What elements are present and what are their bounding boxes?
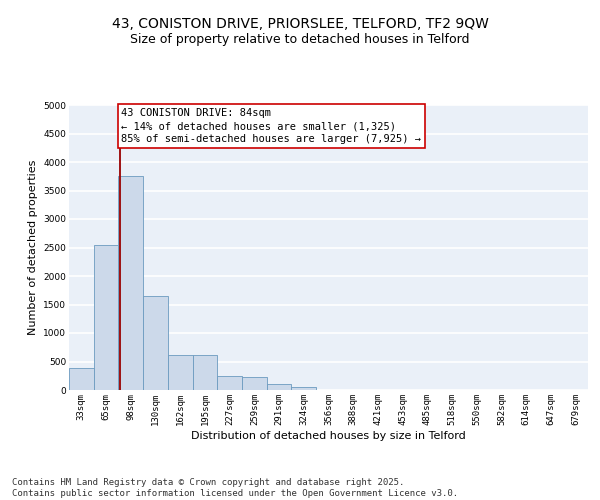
X-axis label: Distribution of detached houses by size in Telford: Distribution of detached houses by size …: [191, 430, 466, 440]
Bar: [118, 176, 143, 390]
Bar: [267, 384, 292, 390]
Bar: [193, 355, 217, 390]
Bar: [292, 386, 316, 390]
Text: Contains HM Land Registry data © Crown copyright and database right 2025.
Contai: Contains HM Land Registry data © Crown c…: [12, 478, 458, 498]
Bar: [168, 355, 193, 390]
Bar: [217, 376, 242, 390]
Y-axis label: Number of detached properties: Number of detached properties: [28, 160, 38, 335]
Text: Size of property relative to detached houses in Telford: Size of property relative to detached ho…: [130, 32, 470, 46]
Text: 43, CONISTON DRIVE, PRIORSLEE, TELFORD, TF2 9QW: 43, CONISTON DRIVE, PRIORSLEE, TELFORD, …: [112, 18, 488, 32]
Bar: [94, 244, 118, 390]
Bar: [143, 296, 168, 390]
Text: 43 CONISTON DRIVE: 84sqm
← 14% of detached houses are smaller (1,325)
85% of sem: 43 CONISTON DRIVE: 84sqm ← 14% of detach…: [121, 108, 421, 144]
Bar: [69, 368, 94, 390]
Bar: [242, 378, 267, 390]
